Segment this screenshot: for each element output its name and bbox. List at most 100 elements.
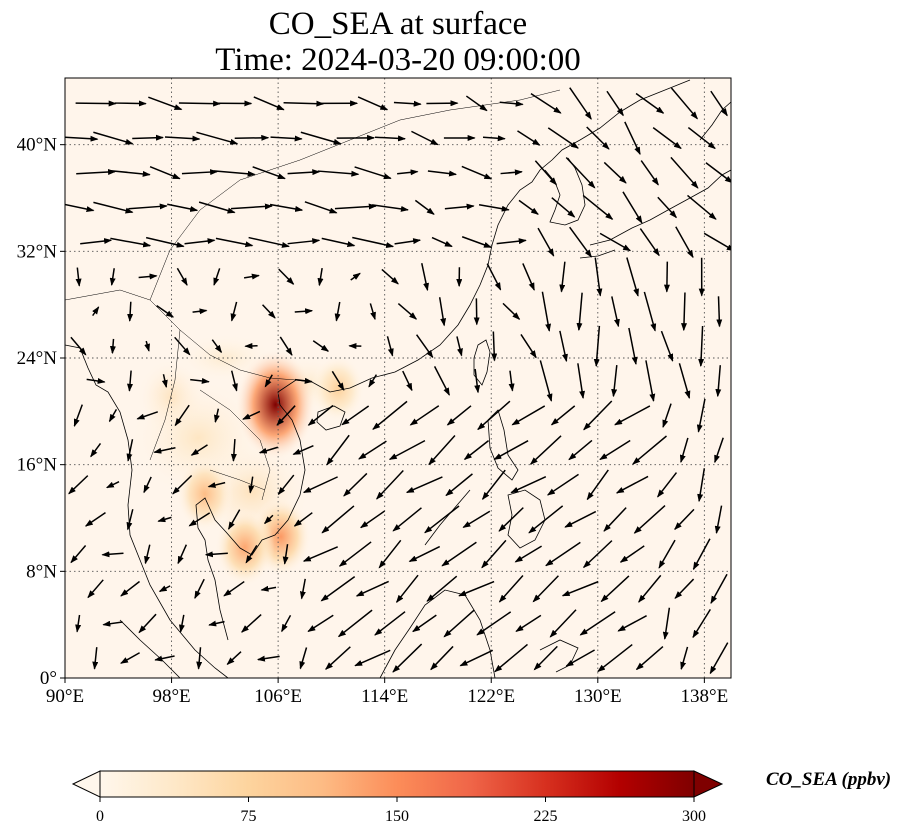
wind-arrow — [499, 100, 524, 107]
wind-arrow — [421, 263, 429, 292]
wind-arrow — [321, 237, 356, 248]
x-tick-label: 114°E — [361, 686, 408, 707]
country-borders — [65, 89, 561, 501]
coastline-hainan — [316, 405, 346, 431]
wind-arrow — [705, 162, 731, 184]
wind-arrow — [679, 437, 689, 464]
wind-arrow — [678, 363, 691, 399]
wind-arrow — [549, 609, 577, 638]
wind-arrow — [408, 545, 441, 563]
concentration-haze — [128, 378, 269, 498]
wind-arrow — [127, 301, 134, 322]
coastline-mainland — [65, 79, 691, 678]
wind-arrow — [360, 510, 385, 529]
wind-arrow — [675, 226, 694, 259]
y-tick-label: 24°N — [17, 348, 58, 369]
wind-arrow — [481, 539, 507, 569]
wind-arrow — [101, 551, 124, 558]
wind-arrow — [568, 439, 593, 461]
wind-arrow — [393, 100, 422, 107]
wind-arrow — [687, 194, 717, 220]
wind-arrow — [709, 642, 729, 675]
wind-arrow — [619, 545, 645, 563]
wind-arrow — [692, 538, 711, 571]
wind-arrow — [294, 308, 314, 315]
wind-arrow — [482, 135, 506, 142]
y-tick-label: 32°N — [17, 241, 58, 262]
wind-arrow — [576, 292, 583, 332]
wind-arrow — [184, 238, 216, 245]
wind-arrow — [716, 296, 723, 328]
wind-arrow — [518, 199, 539, 215]
wind-arrow — [208, 620, 225, 627]
wind-arrow — [307, 404, 334, 426]
wind-arrow — [341, 405, 370, 426]
wind-arrow — [194, 578, 205, 600]
wind-arrow — [426, 575, 458, 602]
wind-arrow — [559, 330, 568, 363]
wind-arrow — [386, 336, 394, 357]
wind-arrow — [640, 160, 659, 186]
wind-arrow — [674, 578, 695, 599]
wind-arrow — [463, 440, 490, 460]
wind-arrow — [569, 226, 592, 258]
wind-arrow — [388, 439, 426, 461]
colorbar-label: CO_SEA (ppbv) — [766, 769, 892, 790]
wind-arrow — [302, 476, 338, 494]
wind-arrow — [657, 472, 678, 498]
wind-arrow — [520, 333, 537, 359]
wind-arrow — [331, 370, 345, 391]
wind-arrow — [633, 505, 666, 534]
wind-arrow — [156, 305, 174, 318]
wind-arrow — [606, 90, 624, 117]
wind-arrow — [86, 377, 106, 384]
wind-arrow — [569, 87, 592, 120]
wind-arrow — [65, 203, 95, 213]
wind-arrow — [126, 509, 134, 531]
wind-arrow — [174, 336, 191, 356]
wind-arrow — [357, 96, 389, 111]
wind-arrow — [278, 268, 295, 285]
plot-subtitle: Time: 2024-03-20 09:00:00 — [215, 42, 581, 78]
wind-arrow — [529, 435, 562, 465]
coastline-sumatra — [119, 619, 181, 678]
wind-arrow — [392, 507, 422, 532]
wind-arrow — [188, 512, 211, 527]
wind-arrow — [317, 170, 360, 177]
coastline-sulawesi — [539, 639, 579, 673]
wind-arrow — [149, 165, 181, 180]
wind-arrow — [334, 203, 377, 210]
wind-arrow — [551, 197, 576, 218]
wind-arrow — [533, 645, 558, 671]
wind-arrow — [231, 203, 273, 210]
coastline-luzon — [487, 409, 519, 481]
wind-arrow — [300, 131, 342, 145]
wind-arrow — [458, 580, 495, 597]
wind-arrow — [374, 135, 407, 142]
wind-arrow — [352, 236, 395, 248]
wind-arrow — [190, 444, 208, 456]
wind-arrow — [110, 169, 151, 177]
wind-arrow — [164, 135, 201, 142]
wind-arrow — [230, 439, 237, 462]
wind-arrow — [603, 507, 627, 532]
wind-arrow — [371, 204, 409, 212]
wind-arrow — [534, 160, 558, 186]
wind-arrow — [500, 169, 523, 176]
wind-arrow — [304, 201, 338, 214]
x-tick-label: 98°E — [152, 686, 190, 707]
wind-arrow — [522, 263, 535, 291]
wind-arrow — [603, 161, 627, 184]
wind-arrow — [583, 400, 613, 431]
wind-arrow — [395, 574, 419, 603]
wind-arrow — [409, 405, 440, 426]
wind-arrow — [498, 507, 524, 532]
wind-arrow — [714, 505, 723, 535]
wind-arrow — [154, 655, 175, 662]
wind-arrow — [215, 237, 254, 248]
coastlines — [65, 79, 731, 678]
y-tick-label: 40°N — [17, 135, 58, 156]
wind-arrow — [73, 404, 83, 427]
wind-arrow — [172, 474, 193, 495]
colorbar-extend-min — [71, 770, 101, 798]
